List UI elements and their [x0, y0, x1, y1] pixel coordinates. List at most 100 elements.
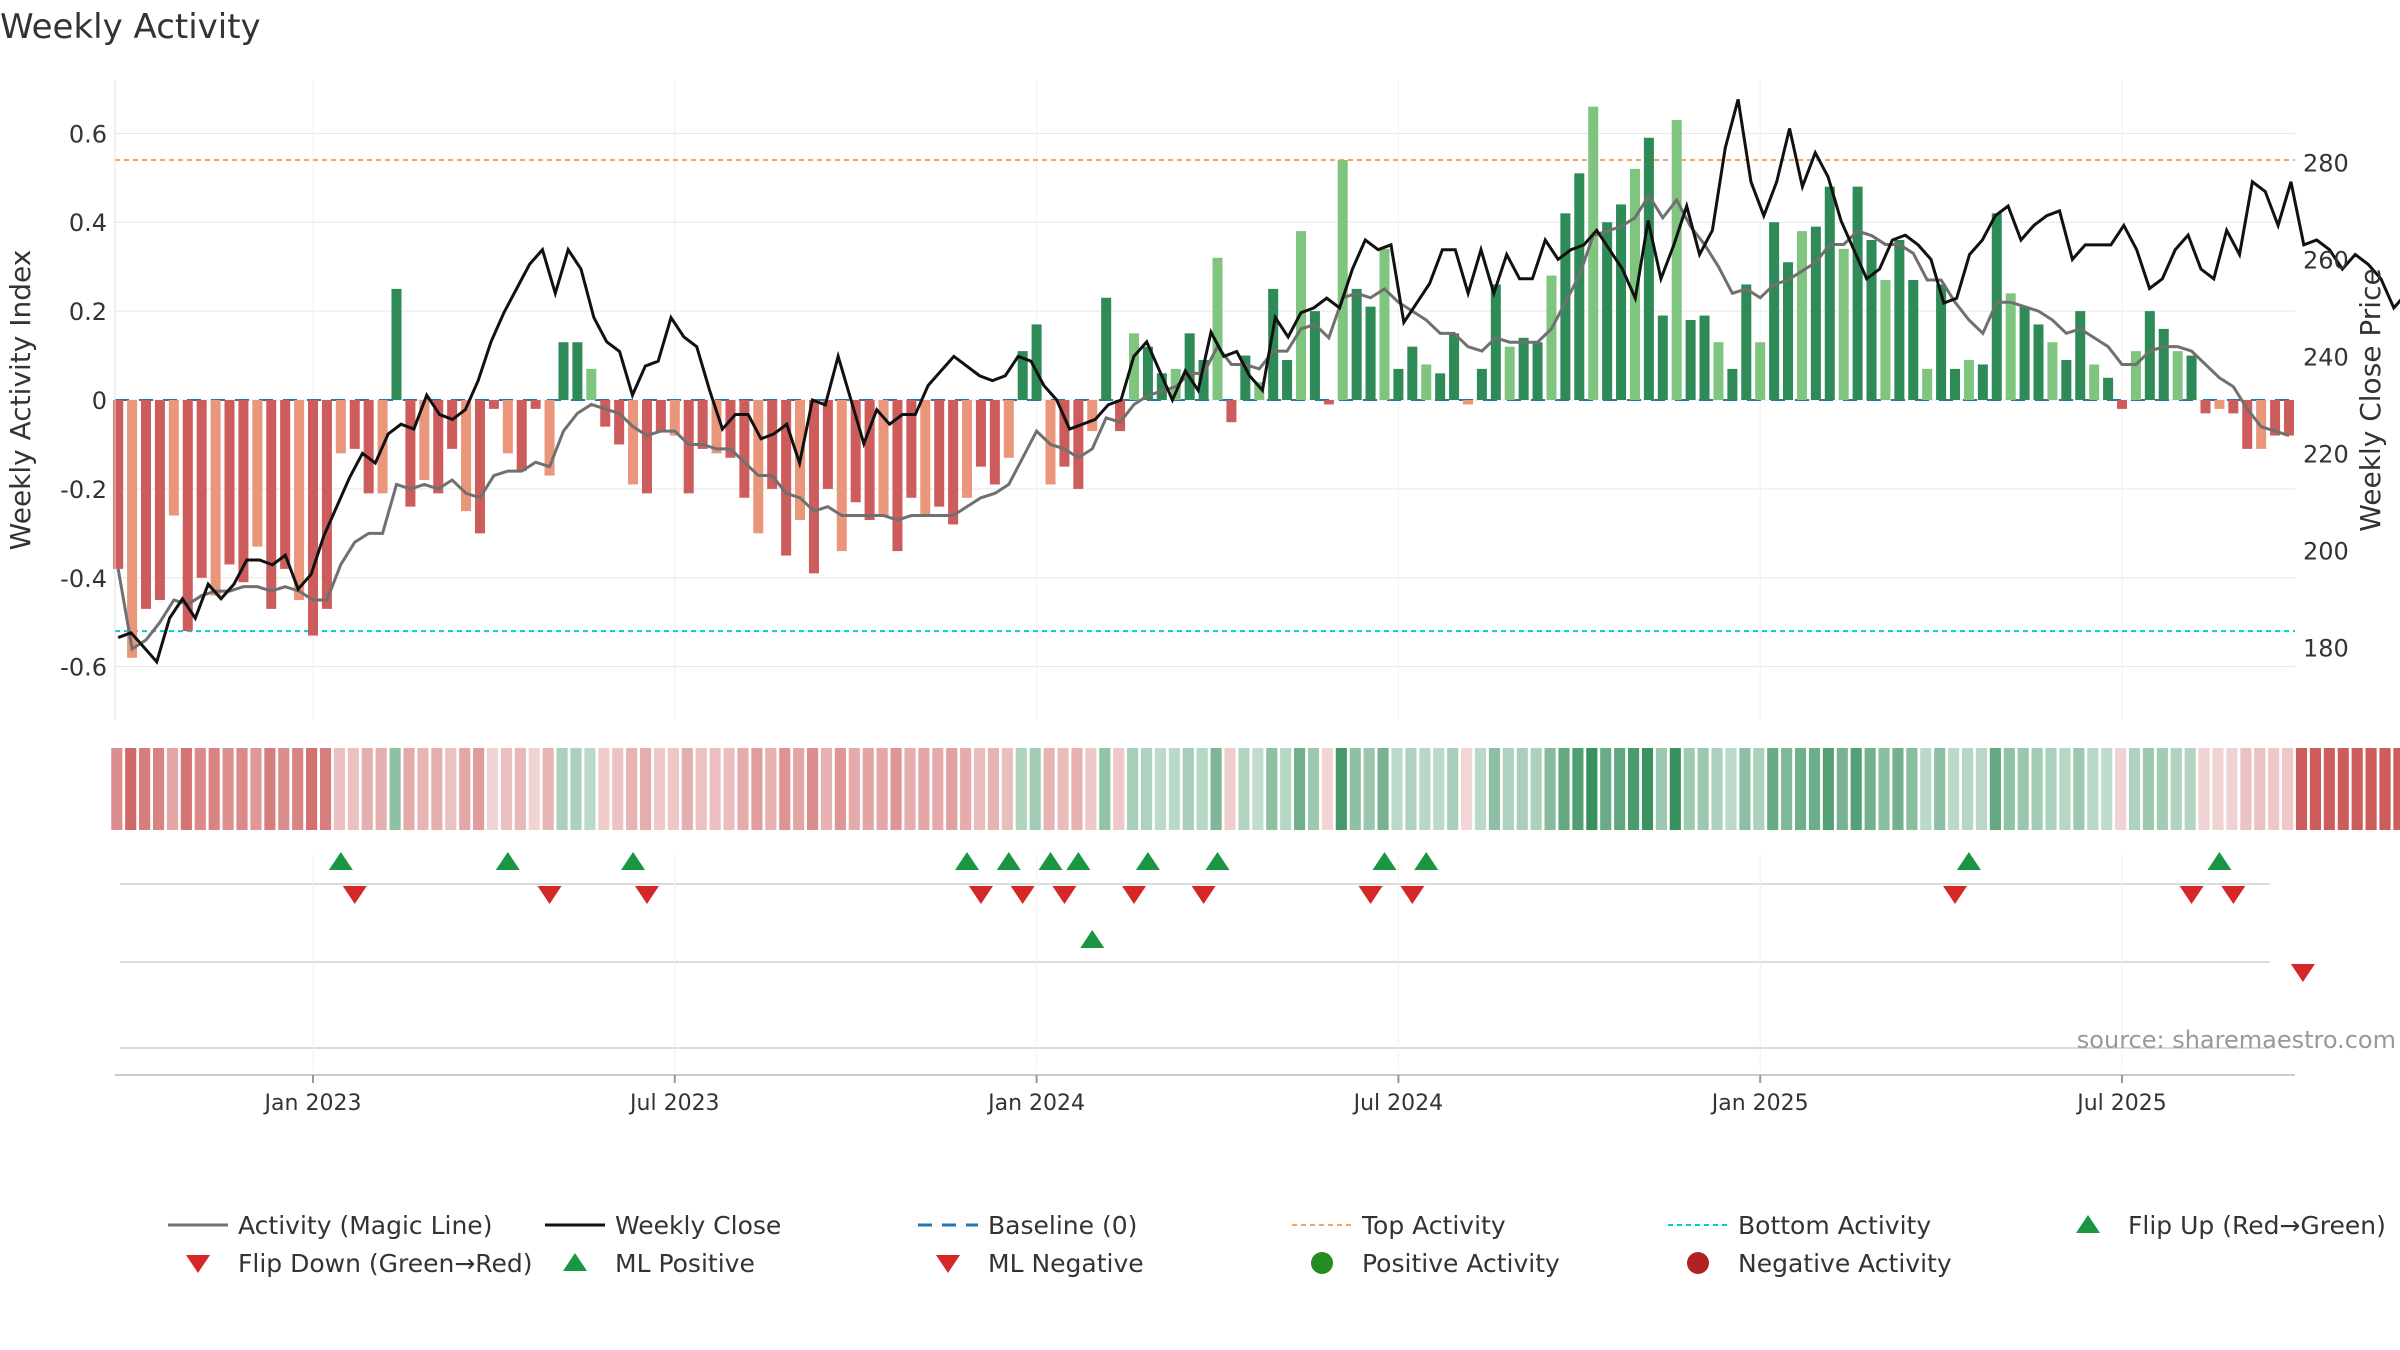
- heat-strip-cell: [1488, 748, 1500, 830]
- heat-strip-cell: [918, 748, 930, 830]
- heat-strip-cell: [904, 748, 916, 830]
- heat-strip-cell: [431, 748, 443, 830]
- activity-bar: [2214, 400, 2225, 409]
- heat-strip-cell: [208, 748, 220, 830]
- y-tick-label: 0.6: [69, 120, 107, 148]
- activity-bar: [127, 400, 138, 658]
- flip-up-marker: [1372, 852, 1397, 870]
- signal-marker-rows: [120, 852, 2315, 1070]
- heat-strip-cell: [459, 748, 471, 830]
- heat-strip-cell: [2017, 748, 2029, 830]
- heat-strip-cell: [2379, 748, 2391, 830]
- x-tick-label: Jan 2025: [1710, 1091, 1809, 1116]
- legend-swatch-triangle-up: [563, 1253, 587, 1271]
- activity-bar: [488, 400, 499, 409]
- heat-strip-cell: [2351, 748, 2363, 830]
- legend-item: Flip Down (Green→Red): [186, 1249, 533, 1278]
- activity-bar: [2158, 328, 2169, 400]
- heat-strip-cell: [389, 748, 401, 830]
- activity-bar: [836, 400, 847, 552]
- heat-strip-cell: [1015, 748, 1027, 830]
- heat-strip-cell: [1502, 748, 1514, 830]
- activity-bar: [1824, 186, 1835, 400]
- heat-strip-cell: [890, 748, 902, 830]
- activity-bar: [934, 400, 945, 507]
- heat-strip-cell: [1391, 748, 1403, 830]
- heat-strip-cell: [1224, 748, 1236, 830]
- flip-down-marker: [634, 886, 659, 904]
- activity-bar: [419, 400, 430, 480]
- activity-bar: [878, 400, 889, 516]
- activity-bar: [391, 288, 402, 400]
- activity-bar: [2061, 360, 2072, 400]
- heat-strip-cell: [2156, 748, 2168, 830]
- x-tick-label: Jul 2023: [628, 1091, 720, 1116]
- heat-strip-cell: [1544, 748, 1556, 830]
- legend-swatch-circle: [1687, 1252, 1709, 1274]
- activity-bar: [474, 400, 485, 534]
- heat-strip-cell: [1182, 748, 1194, 830]
- activity-bar: [1588, 106, 1599, 401]
- heat-strip-cell: [1711, 748, 1723, 830]
- heat-strip-cell: [1808, 748, 1821, 830]
- activity-bar: [1003, 400, 1014, 458]
- heat-strip-cell: [473, 748, 485, 830]
- heat-strip-cell: [1349, 748, 1361, 830]
- heat-strip-cell: [2309, 748, 2321, 830]
- lines-layer: [116, 99, 2400, 665]
- activity-bar: [850, 400, 861, 503]
- activity-bar: [1963, 360, 1974, 400]
- heat-strip-cell: [403, 748, 415, 830]
- flip-up-marker: [996, 852, 1021, 870]
- activity-bar: [614, 400, 625, 445]
- heat-strip-cell: [1168, 748, 1180, 830]
- bars-layer: [113, 106, 2294, 658]
- heat-strip-cell: [2323, 748, 2335, 830]
- heat-strip-cell: [876, 748, 888, 830]
- activity-bar: [1560, 213, 1571, 400]
- heat-strip-cell: [1572, 748, 1584, 830]
- y-tick-label: -0.4: [60, 565, 107, 593]
- heat-strip-cell: [1739, 748, 1751, 830]
- heat-strip-cell: [2031, 748, 2043, 830]
- heat-strip-cell: [486, 748, 499, 830]
- activity-bar: [307, 400, 319, 636]
- heat-strip-cell: [1252, 748, 1264, 830]
- activity-bar: [2186, 355, 2197, 400]
- heat-strip-cell: [111, 748, 123, 830]
- activity-bar: [781, 400, 792, 556]
- activity-bar: [1908, 280, 1919, 400]
- ml-positive-marker: [1080, 930, 1105, 948]
- activity-bar: [1476, 368, 1487, 400]
- heat-strip-cell: [417, 748, 429, 830]
- heat-strip-cell: [1586, 748, 1598, 830]
- activity-bar: [1602, 222, 1613, 400]
- weekly-close-series: [117, 99, 2400, 665]
- y2-tick-label: 260: [2303, 246, 2349, 274]
- heat-strip-cell: [333, 748, 346, 830]
- heat-strip-cell: [584, 748, 596, 830]
- activity-bar: [1462, 400, 1473, 405]
- heat-strip-cell: [667, 748, 679, 830]
- x-tick-label: Jul 2024: [1352, 1091, 1444, 1116]
- heat-strip-cell: [1099, 748, 1111, 830]
- activity-bar: [1991, 213, 2002, 400]
- activity-bar: [1337, 160, 1348, 400]
- activity-bar: [1671, 120, 1682, 400]
- heat-strip-cell: [2184, 748, 2196, 830]
- heat-strip-cell: [1238, 748, 1250, 830]
- heat-strip-cell: [973, 748, 986, 830]
- activity-bar: [1727, 368, 1738, 400]
- activity-bar: [1713, 342, 1724, 400]
- activity-bar: [1518, 337, 1529, 400]
- y-tick-label: 0.4: [69, 209, 107, 237]
- heat-strip-cell: [1641, 748, 1654, 830]
- heat-strip-cell: [1266, 748, 1278, 830]
- x-tick-label: Jan 2024: [986, 1091, 1085, 1116]
- flip-down-marker: [1010, 886, 1035, 904]
- activity-bar: [1031, 324, 1042, 400]
- heat-strip-cell: [1892, 748, 1904, 830]
- activity-bar: [1616, 204, 1627, 400]
- activity-bar: [1156, 373, 1167, 400]
- flip-up-marker: [1066, 852, 1091, 870]
